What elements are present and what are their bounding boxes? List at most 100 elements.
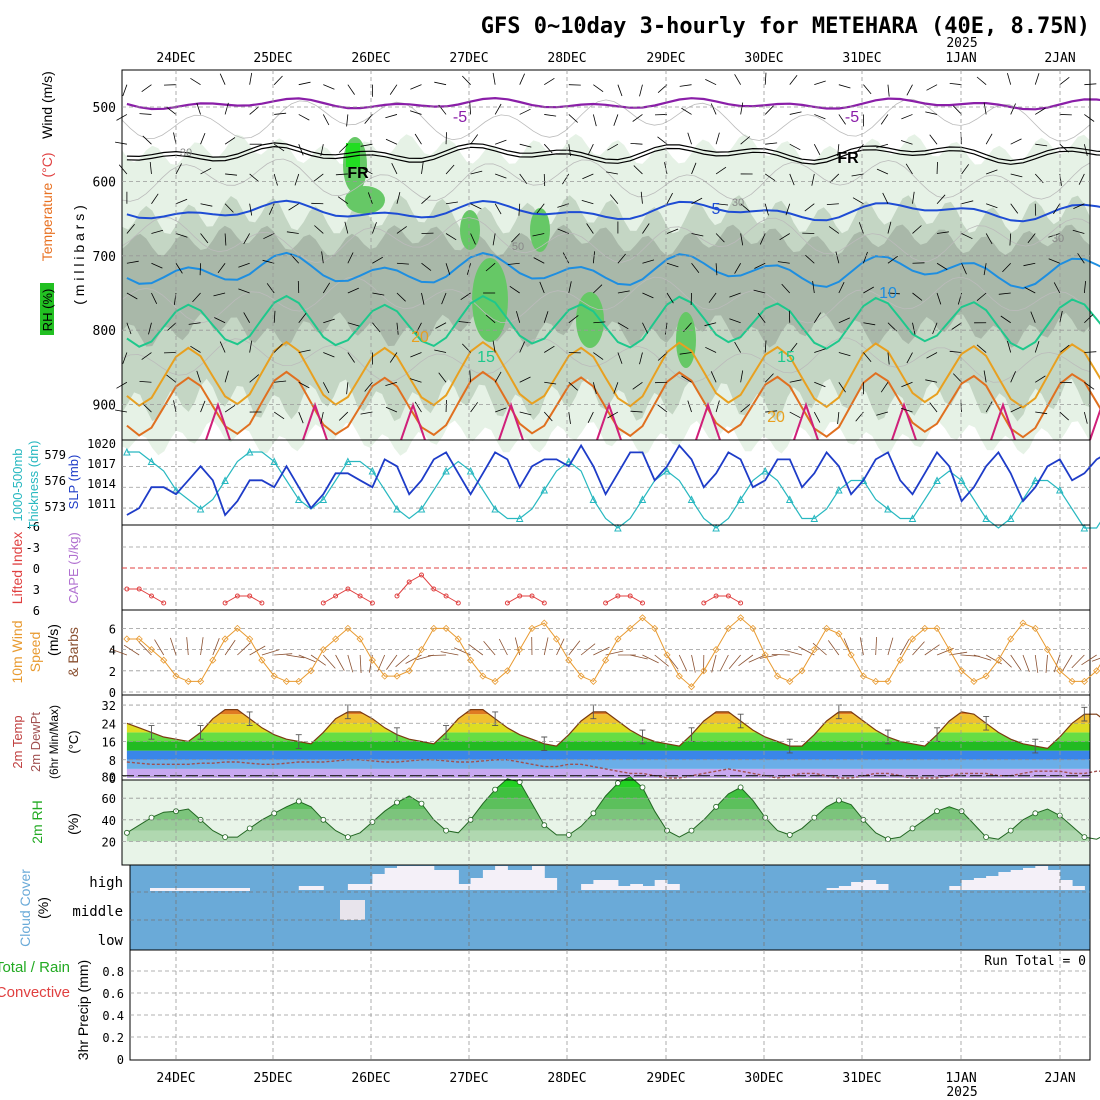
rh2m-marker [443, 827, 450, 834]
wind10-barb [875, 636, 877, 656]
wind10-axis-label-4: & Barbs [65, 627, 81, 677]
wind-barb [322, 382, 330, 394]
wind-barb [953, 373, 962, 383]
wind-barb [367, 192, 373, 204]
thickness-marker [319, 495, 328, 503]
contour-label: -5 [845, 109, 859, 126]
thickness-marker [491, 504, 499, 513]
wind-barb [705, 346, 717, 353]
wind-barb [470, 203, 482, 210]
wind-barb [679, 352, 692, 355]
li-marker [504, 600, 510, 606]
isotherm-10 [126, 251, 1100, 290]
temp2m-axis-label-2: 2m DewPt [28, 712, 43, 772]
wind-speed-marker [282, 677, 291, 685]
wind-speed-marker [319, 646, 327, 654]
wind-barb [757, 312, 766, 323]
wind-barb [190, 345, 201, 353]
rh2m-marker [664, 827, 670, 834]
thickness-marker [564, 457, 573, 465]
thickness-marker [417, 504, 426, 513]
wind-barb [617, 84, 623, 97]
slp-tick: 1011 [87, 497, 116, 511]
wind-speed-marker [1043, 646, 1052, 654]
wind-barb [344, 221, 349, 234]
wind-frame [121, 609, 1091, 696]
wind-barb [983, 102, 987, 115]
wind-barb [1059, 143, 1069, 153]
wind10-axis-label-1: 10m Wind [9, 620, 25, 683]
wind-barb [126, 260, 139, 264]
rh2m-marker [639, 784, 646, 791]
wind-tick: 2 [109, 665, 116, 679]
wind-barb [238, 262, 250, 268]
wind-barb [323, 352, 335, 358]
wind-barb [882, 192, 889, 204]
wind-barb [781, 283, 791, 294]
wind-barb [765, 142, 778, 145]
wind-barb [829, 173, 840, 183]
wind-barb [785, 203, 791, 216]
chart-title: GFS 0~10day 3-hourly for METEHARA (40E, … [481, 14, 1090, 39]
wind-barb [224, 203, 234, 213]
wind-speed-marker [1031, 624, 1039, 632]
wind-speed-marker [859, 672, 867, 680]
wind-barb [173, 132, 177, 145]
wind-barb [532, 233, 545, 237]
wind-barb [764, 203, 769, 216]
wind-tick: 6 [109, 622, 116, 636]
wind-barb [243, 233, 250, 245]
wind-barb [249, 173, 260, 183]
wind-barb [716, 203, 729, 206]
wind-barb [929, 402, 938, 413]
wind-barb [912, 322, 916, 335]
rh2m-marker [811, 814, 818, 821]
wind-barb [322, 282, 331, 294]
temp-band [126, 768, 1090, 778]
li-marker [149, 593, 154, 599]
wind-barb [630, 143, 643, 145]
wind10-barb [286, 654, 305, 659]
isotherm-30-spike [990, 401, 1016, 441]
wind-barb [936, 231, 949, 234]
wind-barb [852, 197, 864, 205]
wind-barb [642, 292, 654, 299]
wind10-barb [468, 643, 484, 656]
wind10-barb [405, 654, 422, 664]
wind-barb [765, 410, 778, 413]
rh-contour-line [121, 337, 1091, 383]
wind-barb [421, 195, 431, 205]
wind-barb [347, 352, 355, 363]
wind-barb [409, 378, 422, 383]
wind-barb [298, 313, 307, 324]
wind-barb [759, 233, 766, 245]
wind-barb [321, 251, 324, 264]
wind-barb [926, 352, 938, 359]
wind-barb [593, 321, 606, 324]
wind-barb [582, 173, 594, 180]
wind-barb [613, 382, 619, 394]
thickness-marker [442, 466, 450, 475]
wind-speed-line [126, 617, 1100, 688]
cloud-high-gap [1010, 870, 1024, 890]
cloud-high-gap [397, 866, 410, 890]
li-line [323, 588, 373, 604]
rh-contour-line [121, 158, 1091, 202]
wind-barb [906, 84, 913, 96]
wind-barb [657, 136, 668, 145]
thickness-marker [1055, 485, 1064, 494]
year-label-bottom: 2025 [946, 1085, 977, 1100]
wind-barb [415, 322, 422, 334]
wind-barb [485, 262, 496, 272]
wind-barb [887, 84, 890, 97]
cloud-mid-gap [345, 900, 350, 920]
wind-barb [710, 103, 717, 115]
wind-barb [592, 114, 597, 127]
rh-contour-line [121, 216, 1091, 264]
wind10-barb [812, 642, 827, 656]
wind-barb [314, 225, 324, 234]
wind-barb [148, 322, 152, 335]
lifted-index-panel: -6 -3 0 3 6 [26, 520, 1091, 618]
